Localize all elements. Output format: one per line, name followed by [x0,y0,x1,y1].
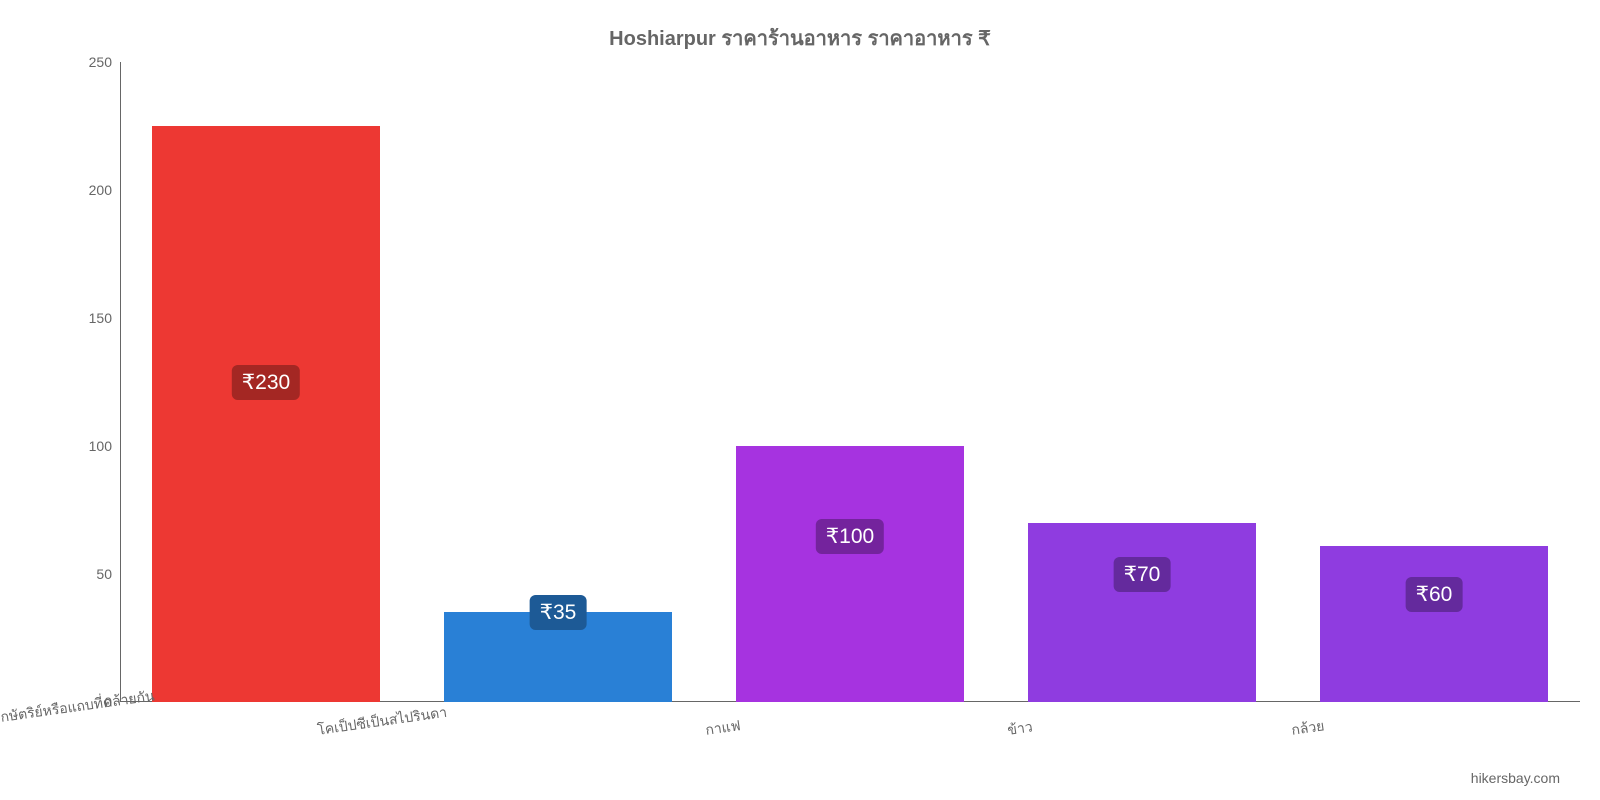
chart-title: Hoshiarpur ราคาร้านอาหาร ราคาอาหาร ₹ [609,22,991,54]
bar: ₹60 [1320,546,1548,702]
chart-container: Hoshiarpur ราคาร้านอาหาร ราคาอาหาร ₹ 050… [0,0,1600,800]
bar-slot: ₹60 [1288,62,1580,702]
bar-slot: ₹35 [412,62,704,702]
bar-slot: ₹70 [996,62,1288,702]
bar: ₹100 [736,446,964,702]
value-badge: ₹100 [816,519,884,554]
x-axis-label: กาแฟ [704,715,742,742]
y-tick-label: 100 [89,438,112,454]
bars-group: ₹230 ₹35 ₹100 ₹70 ₹60 [120,62,1580,702]
y-tick-label: 50 [96,566,112,582]
value-badge: ₹35 [530,595,587,630]
value-badge: ₹60 [1406,577,1463,612]
x-axis-label: โคเป็ปซีเป็นสไปรินดา [316,702,448,742]
bar: ₹70 [1028,523,1256,702]
value-badge: ₹230 [232,365,300,400]
y-tick-label: 250 [89,54,112,70]
x-axis-label: กล้วย [1290,715,1326,741]
attribution-text: hikersbay.com [1471,770,1560,786]
y-tick-label: 200 [89,182,112,198]
x-axis-label: ข้าว [1006,716,1034,741]
y-tick-label: 150 [89,310,112,326]
plot-area: 050100150200250 ₹230₹35₹100₹70₹60 เบอร์เ… [120,62,1580,702]
bar: ₹35 [444,612,672,702]
bar-slot: ₹230 [120,62,412,702]
value-badge: ₹70 [1114,557,1171,592]
bar-slot: ₹100 [704,62,996,702]
y-axis: 050100150200250 [70,62,120,702]
bar: ₹230 [152,126,380,702]
